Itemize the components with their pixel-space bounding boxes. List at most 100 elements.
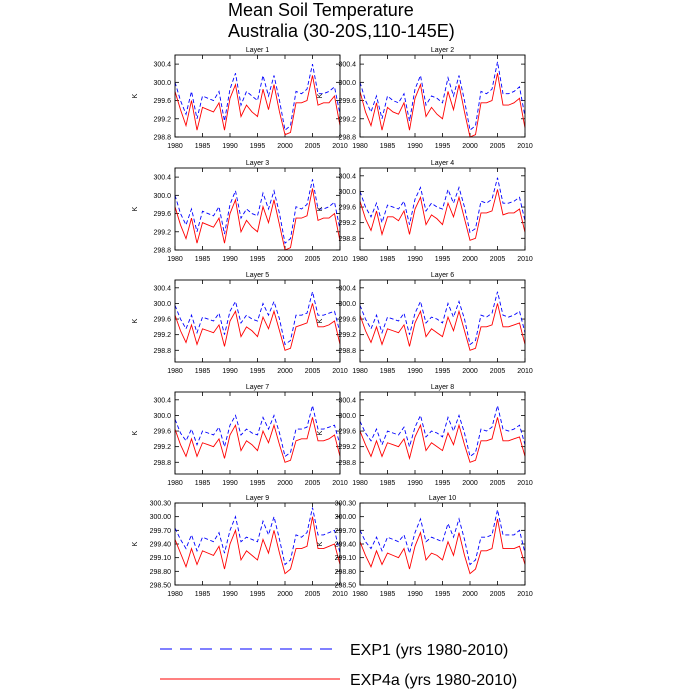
panel-layer-7: Layer 7 K 298.8 299.2 299.6 300.0 300.4 1980 198…: [132, 384, 348, 487]
y-tick-label: 298.8: [338, 236, 356, 243]
y-tick-label: 300.0: [153, 193, 171, 200]
x-tick-label: 2005: [490, 143, 506, 150]
y-tick-label: 299.40: [150, 542, 172, 549]
series-line-exp1: [359, 291, 526, 346]
series-line-exp4a: [174, 417, 341, 463]
y-tick-label: 300.4: [153, 397, 171, 404]
x-tick-label: 1985: [195, 591, 211, 598]
y-tick-label: 300.4: [338, 285, 356, 292]
y-tick-label: 298.8: [338, 348, 356, 355]
x-tick-label: 1995: [250, 368, 266, 375]
x-tick-label: 2010: [517, 256, 533, 263]
series-line-exp4a: [174, 516, 341, 575]
x-tick-label: 2000: [462, 480, 478, 487]
series-line-exp4a: [174, 303, 341, 351]
x-tick-label: 1990: [407, 480, 423, 487]
plot-frame: [359, 502, 526, 586]
figure-title-line2: Australia (30-20S,110-145E): [228, 21, 455, 41]
y-axis-label: K: [317, 93, 324, 98]
x-tick-label: 2000: [462, 368, 478, 375]
panel-layer-8: Layer 8 K 298.8 299.2 299.6 300.0 300.4 1980 198…: [317, 384, 533, 487]
y-tick-label: 299.2: [153, 229, 171, 236]
panel-layer-10: Layer 10 K 298.50 298.80 299.10 299.40 299.70 3…: [317, 495, 533, 598]
series-line-exp4a: [359, 73, 526, 138]
x-tick-label: 2000: [462, 143, 478, 150]
x-tick-label: 1995: [435, 368, 451, 375]
x-tick-label: 1980: [167, 256, 183, 263]
series-line-exp1: [359, 509, 526, 566]
y-tick-label: 299.2: [338, 116, 356, 123]
y-tick-label: 299.10: [150, 555, 172, 562]
x-tick-label: 2000: [277, 143, 293, 150]
y-tick-label: 300.0: [338, 301, 356, 308]
x-tick-label: 1985: [380, 256, 396, 263]
y-tick-label: 299.6: [153, 211, 171, 218]
panel-layer-5: Layer 5 K 298.8 299.2 299.6 300.0 300.4 1980 198…: [132, 272, 348, 375]
x-tick-label: 1995: [250, 591, 266, 598]
x-tick-label: 1980: [352, 143, 368, 150]
x-tick-label: 1985: [380, 143, 396, 150]
x-tick-label: 1995: [435, 256, 451, 263]
x-tick-label: 2000: [277, 591, 293, 598]
y-tick-label: 298.8: [153, 348, 171, 355]
x-tick-label: 1995: [250, 143, 266, 150]
x-tick-label: 1990: [407, 256, 423, 263]
x-tick-label: 1990: [222, 256, 238, 263]
series-line-exp1: [174, 291, 341, 346]
panel-title: Layer 2: [431, 47, 454, 54]
x-tick-label: 1990: [222, 591, 238, 598]
x-tick-label: 2010: [332, 591, 348, 598]
x-tick-label: 1980: [352, 256, 368, 263]
x-tick-label: 1980: [167, 143, 183, 150]
x-tick-label: 2010: [517, 480, 533, 487]
x-tick-label: 2010: [517, 368, 533, 375]
series-line-exp4a: [359, 518, 526, 575]
panel-title: Layer 3: [246, 160, 269, 167]
x-tick-label: 1990: [407, 368, 423, 375]
y-tick-label: 298.8: [338, 460, 356, 467]
y-tick-label: 299.6: [153, 98, 171, 105]
x-tick-label: 2010: [332, 143, 348, 150]
x-tick-label: 1980: [352, 480, 368, 487]
x-tick-label: 1990: [222, 143, 238, 150]
series-line-exp4a: [359, 417, 526, 463]
y-tick-label: 300.0: [338, 413, 356, 420]
panel-layer-4: Layer 4 K 298.8 299.2 299.6 300.0 300.4 1980 198…: [317, 160, 533, 263]
y-tick-label: 298.50: [335, 583, 357, 590]
y-tick-label: 300.0: [153, 80, 171, 87]
y-tick-label: 299.2: [338, 332, 356, 339]
y-tick-label: 299.70: [150, 528, 172, 535]
series-line-exp1: [359, 405, 526, 458]
x-tick-label: 2010: [332, 368, 348, 375]
y-tick-label: 300.4: [338, 173, 356, 180]
x-tick-label: 1995: [435, 480, 451, 487]
x-tick-label: 2000: [462, 591, 478, 598]
x-tick-label: 2005: [490, 368, 506, 375]
y-tick-label: 299.6: [153, 429, 171, 436]
y-axis-label: K: [132, 93, 139, 98]
y-tick-label: 299.40: [335, 542, 357, 549]
y-tick-label: 298.8: [153, 460, 171, 467]
x-tick-label: 2005: [305, 591, 321, 598]
series-line-exp1: [174, 405, 341, 458]
y-tick-label: 299.2: [338, 220, 356, 227]
panel-layer-3: Layer 3 K 298.8 299.2 299.6 300.0 300.4 1980 198…: [132, 160, 348, 263]
x-tick-label: 2000: [277, 480, 293, 487]
series-line-exp4a: [359, 303, 526, 351]
x-tick-label: 2005: [305, 480, 321, 487]
series-line-exp4a: [174, 188, 341, 251]
x-tick-label: 1985: [195, 143, 211, 150]
panel-title: Layer 4: [431, 160, 454, 167]
y-tick-label: 300.4: [338, 62, 356, 69]
panel-layer-1: Layer 1 K 298.8 299.2 299.6 300.0 300.4 1980 198…: [132, 47, 348, 150]
y-tick-label: 300.0: [338, 189, 356, 196]
x-tick-label: 1990: [222, 368, 238, 375]
x-tick-label: 1985: [380, 480, 396, 487]
panel-layer-6: Layer 6 K 298.8 299.2 299.6 300.0 300.4 1980 198…: [317, 272, 533, 375]
y-tick-label: 300.0: [153, 301, 171, 308]
x-tick-label: 1985: [380, 368, 396, 375]
series-line-exp1: [174, 64, 341, 132]
y-tick-label: 299.10: [335, 555, 357, 562]
x-tick-label: 1990: [407, 143, 423, 150]
y-tick-label: 298.8: [153, 135, 171, 142]
